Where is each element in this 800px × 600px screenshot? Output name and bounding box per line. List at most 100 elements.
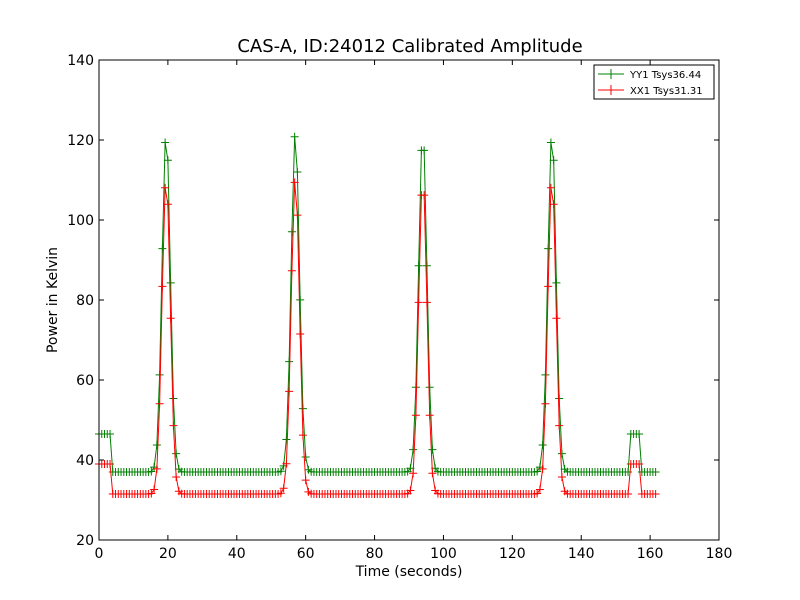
y-tick-label: 140 bbox=[67, 53, 94, 69]
data-point-yy bbox=[555, 394, 564, 403]
legend-marker-yy1 bbox=[606, 69, 616, 79]
data-point-yy bbox=[651, 468, 660, 476]
data-point-xx bbox=[172, 472, 181, 481]
data-point-yy bbox=[420, 146, 429, 155]
tick-layer: 0 20 40 60 80 100 120 140 160 1802040608010012014… bbox=[67, 53, 732, 562]
data-point-xx bbox=[150, 485, 159, 494]
data-point-yy bbox=[158, 244, 167, 253]
x-tick-label: 40 bbox=[228, 546, 246, 562]
data-point-yy bbox=[422, 261, 431, 270]
data-point-xx bbox=[422, 298, 431, 307]
x-tick-label: 20 bbox=[159, 546, 177, 562]
data-point-yy bbox=[287, 227, 296, 236]
legend-marker-xx1 bbox=[606, 85, 616, 95]
data-point-xx bbox=[155, 399, 164, 408]
data-point-yy bbox=[276, 467, 285, 476]
data-point-xx bbox=[282, 459, 291, 468]
data-point-xx bbox=[425, 411, 434, 420]
y-tick-label: 100 bbox=[67, 213, 94, 229]
data-point-xx bbox=[624, 490, 633, 498]
data-point-xx bbox=[152, 464, 161, 473]
x-tick-label: 100 bbox=[430, 546, 457, 562]
data-point-yy bbox=[301, 453, 310, 462]
data-point-yy bbox=[557, 449, 566, 458]
data-point-yy bbox=[409, 445, 418, 454]
data-point-xx bbox=[651, 490, 660, 498]
legend-label-yy1: YY1 Tsys36.44 bbox=[629, 70, 701, 81]
data-point-xx bbox=[287, 266, 296, 275]
data-point-xx bbox=[169, 421, 178, 430]
data-point-yy bbox=[290, 132, 299, 141]
data-point-xx bbox=[298, 431, 307, 440]
data-point-xx bbox=[635, 460, 644, 468]
y-axis-label: Power in Kelvin bbox=[45, 247, 61, 353]
y-tick-label: 120 bbox=[67, 133, 94, 149]
data-point-xx bbox=[420, 191, 429, 200]
data-point-yy bbox=[282, 435, 291, 444]
data-point-yy bbox=[293, 167, 302, 176]
data-point-xx bbox=[409, 469, 418, 478]
data-point-xx bbox=[557, 472, 566, 481]
data-point-yy bbox=[549, 156, 558, 165]
data-point-xx bbox=[406, 486, 415, 495]
legend: YY1 Tsys36.44 XX1 Tsys31.31 bbox=[593, 64, 715, 100]
data-point-yy bbox=[533, 467, 542, 476]
data-point-yy bbox=[428, 445, 437, 454]
series-yy bbox=[95, 132, 660, 476]
data-point-yy bbox=[152, 440, 161, 449]
y-tick-label: 80 bbox=[76, 293, 94, 309]
data-point-yy bbox=[635, 430, 644, 438]
data-point-xx bbox=[411, 411, 420, 420]
data-point-yy bbox=[546, 138, 555, 147]
data-point-xx bbox=[541, 399, 550, 408]
x-tick-label: 60 bbox=[297, 546, 315, 562]
data-point-yy bbox=[298, 404, 307, 413]
x-tick-label: 0 bbox=[95, 546, 104, 562]
y-tick-label: 20 bbox=[76, 533, 94, 549]
data-point-yy bbox=[544, 244, 553, 253]
data-point-xx bbox=[279, 484, 288, 493]
data-point-yy bbox=[425, 383, 434, 392]
data-point-xx bbox=[544, 282, 553, 291]
data-point-yy bbox=[414, 261, 423, 270]
x-tick-label: 180 bbox=[706, 546, 733, 562]
data-point-xx bbox=[293, 211, 302, 220]
data-point-xx bbox=[538, 464, 547, 473]
data-point-xx bbox=[549, 200, 558, 209]
data-point-xx bbox=[161, 183, 170, 192]
data-point-yy bbox=[411, 383, 420, 392]
data-point-xx bbox=[296, 330, 305, 338]
series-layer bbox=[95, 132, 660, 498]
data-point-xx bbox=[535, 485, 544, 494]
legend-box bbox=[593, 64, 715, 100]
x-tick-label: 120 bbox=[499, 546, 526, 562]
data-point-yy bbox=[172, 449, 181, 458]
data-point-yy bbox=[155, 370, 164, 379]
data-point-yy bbox=[624, 468, 633, 476]
data-point-yy bbox=[163, 156, 172, 165]
x-tick-label: 140 bbox=[568, 546, 595, 562]
data-point-xx bbox=[290, 178, 299, 187]
data-point-xx bbox=[552, 314, 561, 323]
y-tick-label: 60 bbox=[76, 373, 94, 389]
data-point-yy bbox=[166, 278, 175, 287]
data-point-xx bbox=[301, 476, 310, 485]
series-xx bbox=[95, 178, 660, 498]
x-tick-label: 80 bbox=[366, 546, 384, 562]
y-tick-label: 40 bbox=[76, 453, 94, 469]
data-point-xx bbox=[414, 298, 423, 307]
data-point-yy bbox=[147, 467, 156, 476]
data-point-yy bbox=[538, 440, 547, 449]
legend-label-xx1: XX1 Tsys31.31 bbox=[630, 86, 703, 97]
data-point-xx bbox=[163, 200, 172, 209]
data-point-yy bbox=[106, 430, 115, 438]
data-point-yy bbox=[296, 295, 305, 304]
data-point-xx bbox=[285, 387, 294, 396]
data-point-yy bbox=[552, 278, 561, 287]
data-point-xx bbox=[428, 469, 437, 478]
data-point-xx bbox=[546, 183, 555, 192]
chart-title: CAS-A, ID:24012 Calibrated Amplitude bbox=[237, 36, 582, 57]
data-point-xx bbox=[166, 314, 175, 323]
